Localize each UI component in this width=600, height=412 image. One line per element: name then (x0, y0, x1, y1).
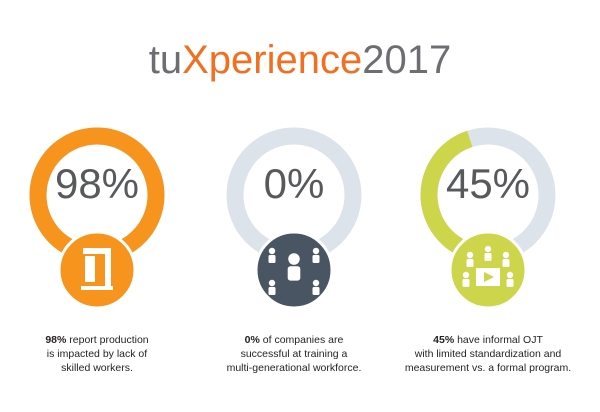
caption-line: 98% report production (45, 334, 148, 346)
icon-part (312, 287, 320, 295)
caption-line: measurement vs. a formal program. (405, 362, 571, 374)
percent: 45% (446, 160, 530, 207)
caption-bold: 45% (433, 334, 455, 346)
icon-part (484, 272, 494, 282)
icon-part (268, 255, 276, 263)
icon-part (506, 279, 514, 287)
icon-part (312, 247, 320, 255)
title-highlight: Xperience (182, 38, 362, 82)
icon-part (288, 253, 300, 265)
icon-part (81, 286, 113, 290)
icon-circle (57, 230, 137, 310)
caption-text: report production (69, 334, 149, 346)
caption-line: 45% have informal OJT (433, 334, 543, 346)
icon-part (268, 287, 276, 295)
icon-part (312, 255, 320, 263)
icon-part (502, 259, 510, 267)
icon-part (85, 256, 95, 282)
caption-text: of companies are (263, 334, 344, 346)
title: tuXperience2017 (149, 38, 451, 82)
title-year: 2017 (362, 38, 451, 82)
icon-part (287, 266, 301, 281)
icon-part (83, 248, 111, 254)
icon-part (484, 245, 492, 253)
icon-part (462, 279, 470, 287)
caption-line: with limited standardization and (414, 348, 562, 360)
icon-part (502, 251, 510, 259)
icon (268, 247, 320, 295)
percent: 0% (264, 160, 325, 207)
caption-line: successful at training a (241, 348, 348, 360)
icon-part (268, 279, 276, 287)
caption-line: is impacted by lack of (47, 348, 147, 360)
caption-bold: 98% (45, 334, 67, 346)
caption-line: 0% of companies are (245, 334, 344, 346)
title-prefix: tu (149, 38, 182, 82)
icon-part (484, 253, 492, 261)
icon-part (466, 251, 474, 259)
percent: 98% (55, 160, 139, 207)
icon-part (312, 279, 320, 287)
caption-line: skilled workers. (61, 362, 133, 374)
icon (81, 248, 113, 290)
icon-part (466, 259, 474, 267)
caption-bold: 0% (245, 334, 261, 346)
icon-part (462, 271, 470, 279)
caption-text: have informal OJT (457, 334, 543, 346)
icon-part (105, 248, 111, 288)
icon-part (506, 271, 514, 279)
icon-part (268, 247, 276, 255)
icon (462, 245, 514, 287)
caption-line: multi-generational workforce. (227, 362, 362, 374)
ring-arc (29, 127, 165, 263)
